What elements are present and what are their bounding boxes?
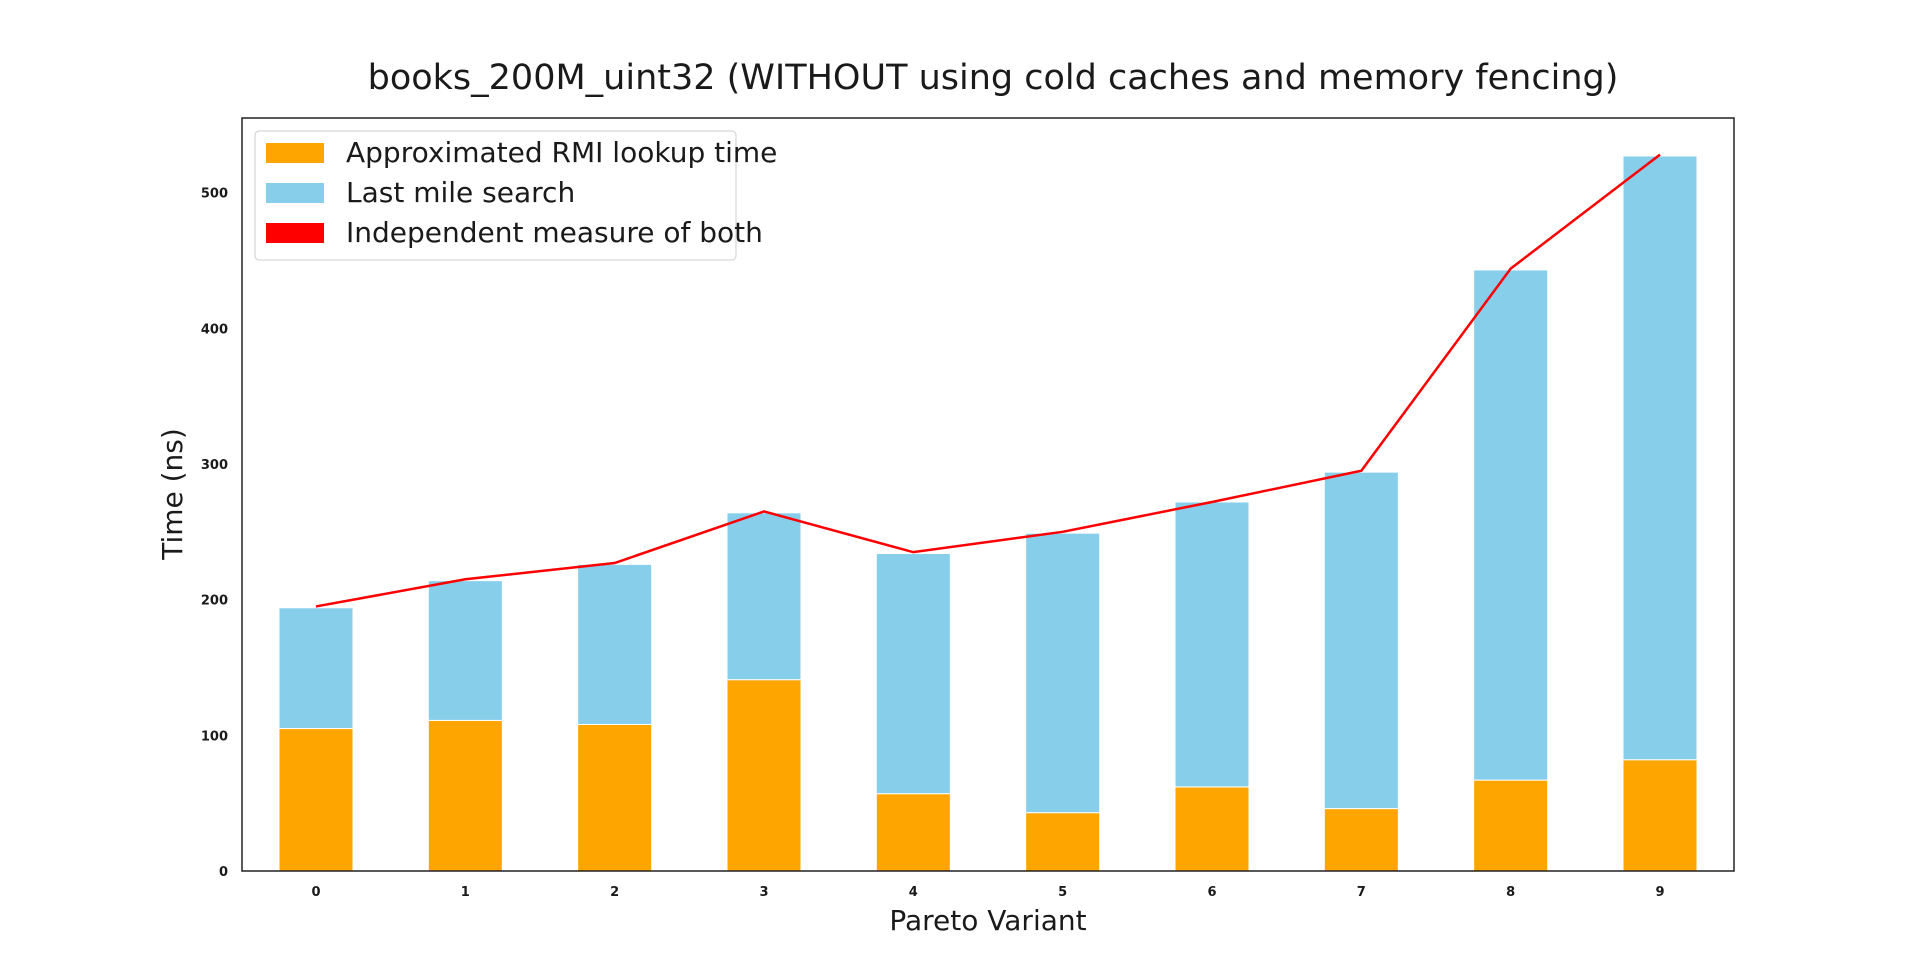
- bar-series-1-cat-9: [1622, 155, 1698, 761]
- bar-series-1-cat-0: [278, 607, 354, 730]
- bar-series-1-cat-7: [1323, 471, 1399, 810]
- bar-series-0-cat-5: [1025, 812, 1101, 872]
- y-tick-label: 500: [201, 187, 228, 202]
- x-tick-label: 1: [461, 885, 470, 900]
- x-tick-label: 8: [1506, 885, 1515, 900]
- bar-series-1-cat-4: [875, 553, 951, 795]
- plot-frame: [241, 117, 1735, 872]
- x-tick-label: 2: [610, 885, 619, 900]
- x-tick-label: 3: [759, 885, 768, 900]
- legend-swatch-1: [266, 183, 324, 203]
- bar-series-1-cat-6: [1174, 501, 1250, 788]
- y-tick-label: 300: [201, 458, 228, 473]
- line-layer: [315, 153, 1661, 608]
- x-tick-label: 5: [1058, 885, 1067, 900]
- y-tick-label: 200: [201, 594, 228, 609]
- x-tick-label: 0: [311, 885, 320, 900]
- bar-series-0-cat-7: [1323, 808, 1399, 872]
- chart-title: books_200M_uint32 (WITHOUT using cold ca…: [368, 58, 1619, 98]
- y-tick-label: 0: [219, 865, 228, 880]
- x-axis-ticks: 0 1 2 3 4 5 6 7 8 9: [311, 885, 1664, 900]
- bar-series-0-cat-6: [1174, 786, 1250, 872]
- x-axis-label: Pareto Variant: [889, 904, 1086, 937]
- x-tick-label: 7: [1357, 885, 1366, 900]
- legend-swatch-2: [266, 223, 324, 243]
- legend-label-1: Last mile search: [346, 176, 575, 209]
- line-series-0: [315, 153, 1661, 608]
- legend-label-2: Independent measure of both: [346, 216, 763, 249]
- x-tick-label: 4: [909, 885, 918, 900]
- bar-series-0-cat-3: [726, 679, 802, 872]
- y-axis-ticks: 0 100 200 300 400 500: [201, 187, 228, 880]
- legend-swatch-0: [266, 143, 324, 163]
- legend-frame: [254, 130, 737, 261]
- bar-series-0-cat-2: [577, 723, 653, 872]
- bar-series-0-cat-8: [1473, 779, 1549, 872]
- bars-layer: [278, 155, 1698, 872]
- legend: Approximated RMI lookup time Last mile se…: [254, 130, 777, 261]
- bar-series-1-cat-3: [726, 512, 802, 681]
- y-tick-label: 400: [201, 322, 228, 337]
- bar-series-1-cat-8: [1473, 269, 1549, 781]
- bar-series-1-cat-5: [1025, 532, 1101, 814]
- y-tick-label: 100: [201, 729, 228, 744]
- bar-series-0-cat-4: [875, 793, 951, 872]
- x-tick-label: 9: [1655, 885, 1664, 900]
- bar-series-1-cat-2: [577, 563, 653, 725]
- bar-series-0-cat-0: [278, 728, 354, 872]
- legend-label-0: Approximated RMI lookup time: [346, 136, 777, 169]
- bar-series-1-cat-1: [427, 580, 503, 721]
- bar-series-0-cat-9: [1622, 759, 1698, 872]
- y-axis-label: Time (ns): [156, 428, 189, 561]
- bar-series-0-cat-1: [427, 719, 503, 872]
- x-tick-label: 6: [1207, 885, 1216, 900]
